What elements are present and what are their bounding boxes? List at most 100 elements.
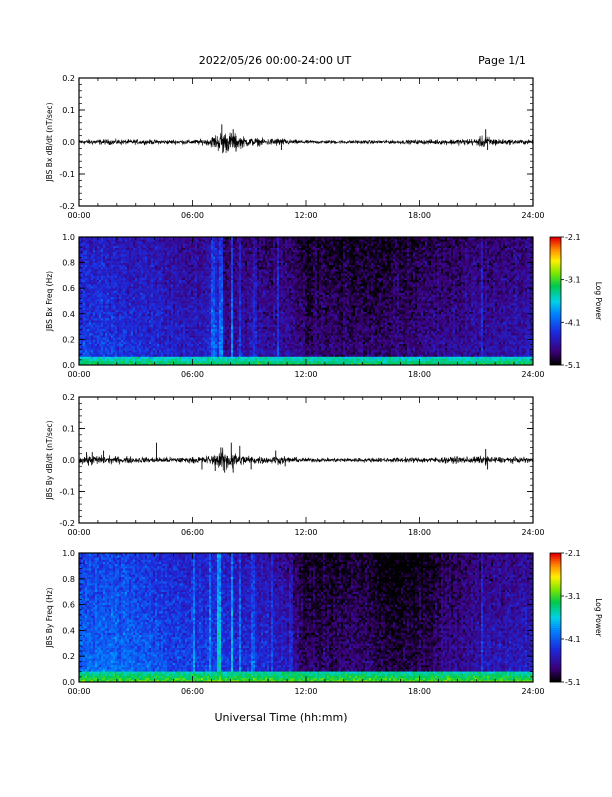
spectrogram-cell [235,303,237,305]
spectrogram-cell [235,346,237,348]
spectrogram-cell [139,286,141,288]
spectrogram-cell [145,316,147,318]
spectrogram-cell [237,303,239,305]
spectrogram-cell [215,263,217,265]
spectrogram-cell [139,250,141,252]
spectrogram-cell [193,344,195,346]
spectrogram-cell [239,337,241,339]
spectrogram-cell [221,352,223,354]
spectrogram-cell [147,246,149,248]
spectrogram-cell [97,282,99,284]
spectrogram-cell [125,263,127,265]
spectrogram-cell [109,329,111,331]
spectrogram-cell [203,344,205,346]
spectrogram-cell [163,267,165,269]
spectrogram-cell [99,241,101,243]
spectrogram-cell [207,275,209,277]
spectrogram-cell [177,348,179,350]
spectrogram-cell [231,243,233,245]
spectrogram-cell [121,344,123,346]
spectrogram-cell [235,284,237,286]
spectrogram-cell [199,331,201,333]
spectrogram-cell [159,269,161,271]
spectrogram-cell [107,318,109,320]
spectrogram-cell [85,303,87,305]
spectrogram-cell [95,250,97,252]
spectrogram-cell [117,329,119,331]
spectrogram-cell [117,314,119,316]
spectrogram-cell [115,292,117,294]
spectrogram-cell [121,354,123,356]
spectrogram-cell [85,312,87,314]
spectrogram-cell [141,346,143,348]
spectrogram-cell [201,267,203,269]
spectrogram-cell [111,263,113,265]
spectrogram-cell [95,314,97,316]
spectrogram-cell [175,327,177,329]
spectrogram-cell [97,346,99,348]
spectrogram-cell [117,322,119,324]
spectrogram-cell [209,254,211,256]
spectrogram-cell [221,361,223,363]
spectrogram-cell [217,297,219,299]
spectrogram-cell [103,246,105,248]
spectrogram-cell [151,280,153,282]
spectrogram-cell [91,297,93,299]
spectrogram-cell [203,271,205,273]
spectrogram-cell [149,297,151,299]
spectrogram-cell [141,260,143,262]
spectrogram-cell [95,260,97,262]
spectrogram-cell [81,316,83,318]
spectrogram-cell [133,344,135,346]
spectrogram-cell [143,329,145,331]
spectrogram-cell [187,314,189,316]
spectrogram-cell [97,324,99,326]
spectrogram-cell [143,339,145,341]
spectrogram-cell [117,310,119,312]
spectrogram-cell [91,265,93,267]
spectrogram-cell [203,361,205,363]
spectrogram-cell [139,267,141,269]
spectrogram-cell [147,339,149,341]
spectrogram-cell [195,246,197,248]
spectrogram-cell [129,318,131,320]
spectrogram-cell [171,307,173,309]
spectrogram-cell [237,284,239,286]
spectrogram-cell [195,339,197,341]
spectrogram-cell [125,292,127,294]
spectrogram-cell [119,286,121,288]
spectrogram-cell [205,239,207,241]
spectrogram-cell [141,320,143,322]
spectrogram-cell [93,322,95,324]
spectrogram-cell [115,290,117,292]
spectrogram-cell [93,280,95,282]
spectrogram-cell [223,243,225,245]
spectrogram-cell [101,258,103,260]
spectrogram-cell [221,286,223,288]
spectrogram-cell [157,271,159,273]
spectrogram-cell [105,318,107,320]
spectrogram-cell [233,295,235,297]
spectrogram-cell [177,250,179,252]
spectrogram-cell [105,361,107,363]
spectrogram-cell [131,322,133,324]
spectrogram-cell [89,346,91,348]
spectrogram-cell [107,346,109,348]
spectrogram-cell [101,361,103,363]
spectrogram-cell [193,361,195,363]
spectrogram-cell [183,350,185,352]
spectrogram-cell [129,344,131,346]
spectrogram-cell [225,348,227,350]
spectrogram-cell [195,361,197,363]
spectrogram-cell [189,241,191,243]
spectrogram-cell [229,299,231,301]
spectrogram-cell [163,258,165,260]
spectrogram-cell [127,299,129,301]
spectrogram-cell [93,352,95,354]
spectrogram-cell [183,331,185,333]
spectrogram-cell [221,348,223,350]
spectrogram-cell [101,265,103,267]
spectrogram-cell [159,290,161,292]
spectrogram-cell [195,305,197,307]
spectrogram-cell [181,361,183,363]
